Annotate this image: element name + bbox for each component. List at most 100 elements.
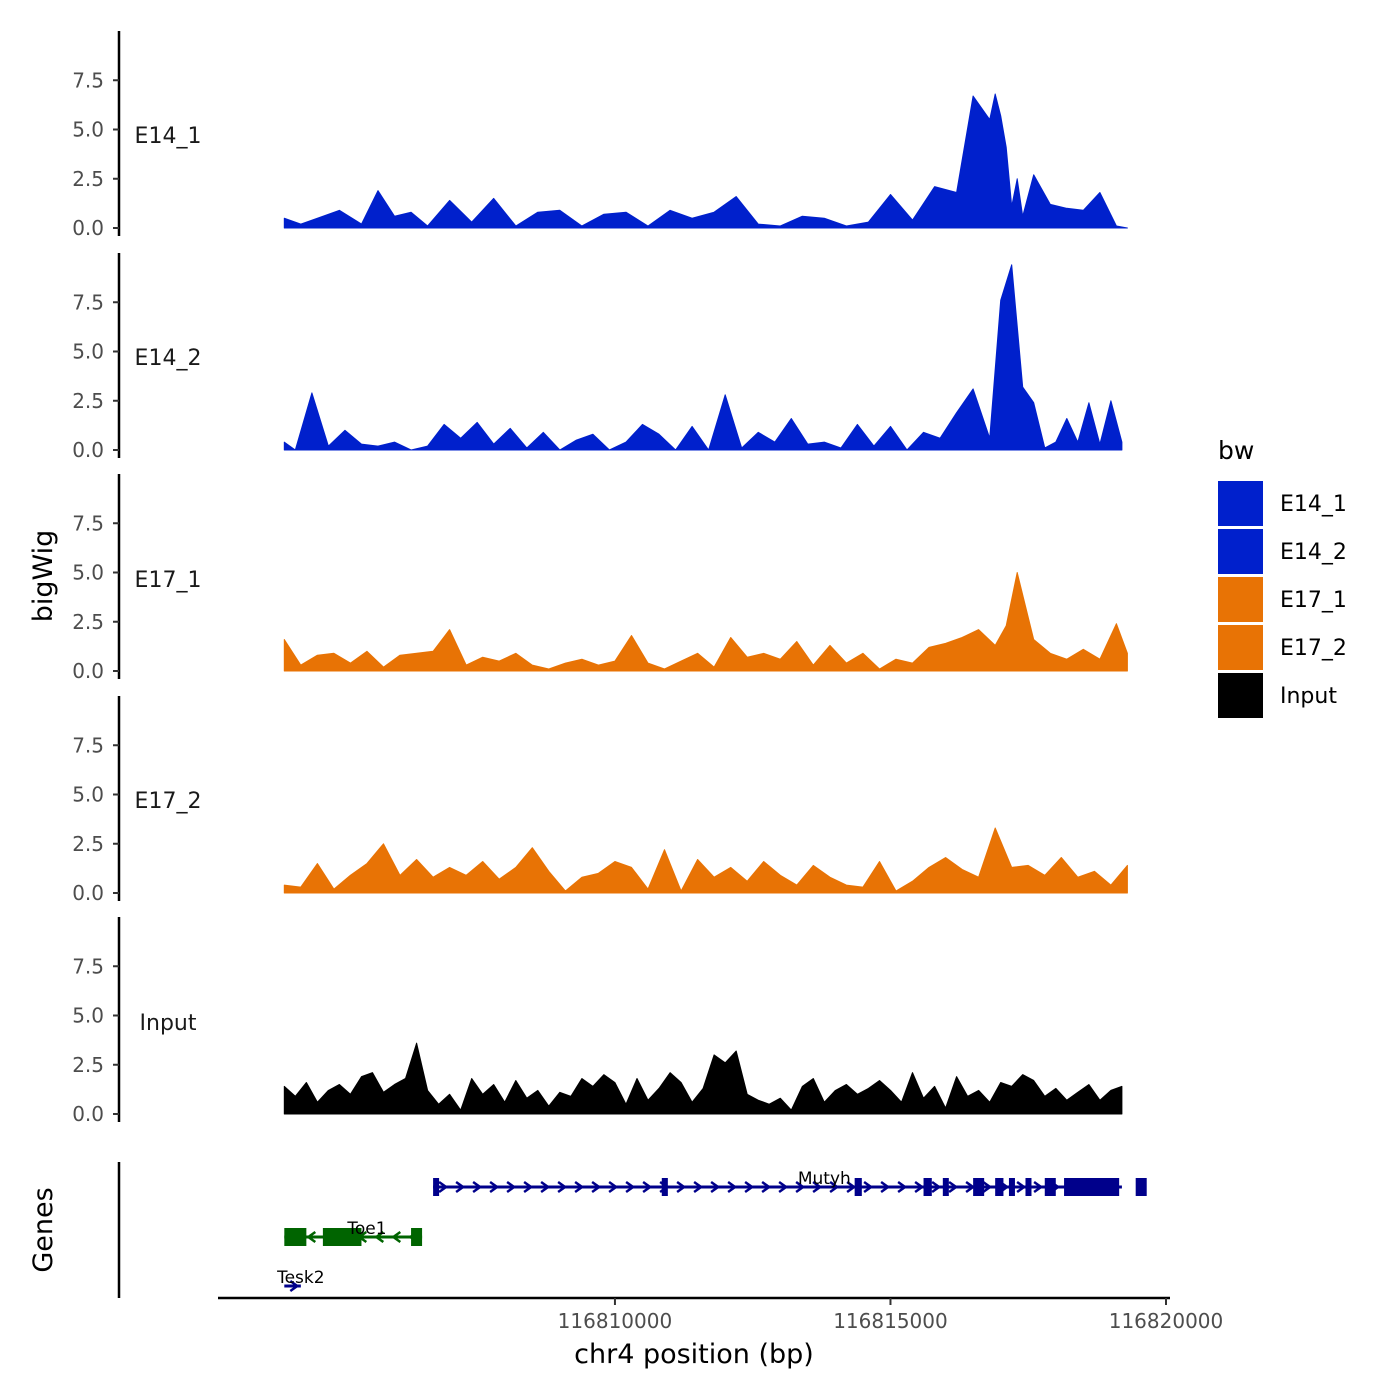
strand-chevron — [710, 1180, 721, 1194]
track-label: E14_1 — [135, 124, 202, 149]
gene-label: Tesk2 — [276, 1268, 324, 1288]
strand-chevron — [727, 1180, 738, 1194]
track-label: E17_2 — [135, 789, 202, 814]
y-tick-label: 2.5 — [72, 167, 104, 191]
gene-exon — [923, 1178, 932, 1196]
y-tick-label: 5.0 — [72, 340, 104, 364]
strand-chevron — [880, 1180, 891, 1194]
gene-exon — [854, 1178, 862, 1196]
legend-swatch — [1218, 673, 1263, 718]
genes-axis-title: Genes — [28, 1187, 59, 1272]
strand-chevron — [438, 1180, 449, 1194]
x-axis: 116810000 116815000 116820000 — [218, 1296, 1224, 1333]
y-tick-label: 7.5 — [72, 954, 104, 978]
gene-exon — [1008, 1178, 1015, 1196]
y-tick-label: 0.0 — [72, 1102, 104, 1126]
track-label: E14_2 — [135, 346, 202, 371]
strand-chevron — [897, 1180, 908, 1194]
y-tick-label: 7.5 — [72, 733, 104, 757]
track-label: E17_1 — [135, 568, 202, 593]
x-tick-label: 116815000 — [833, 1309, 948, 1333]
gene-exon — [1044, 1178, 1056, 1196]
legend-label: E17_1 — [1280, 588, 1347, 613]
strand-chevron — [1016, 1180, 1027, 1194]
genes-panel: Mutyh Toe1 Tesk2 — [117, 1162, 1147, 1298]
x-tick-label: 116820000 — [1109, 1309, 1224, 1333]
gene-exon — [1025, 1178, 1032, 1196]
strand-chevron — [642, 1180, 653, 1194]
y-tick-label: 5.0 — [72, 1004, 104, 1028]
gene-exon — [411, 1228, 423, 1246]
y-tick-label: 5.0 — [72, 561, 104, 585]
strand-chevron — [574, 1180, 585, 1194]
legend-label: E14_1 — [1280, 492, 1347, 517]
strand-chevron — [374, 1230, 385, 1244]
strand-chevron — [540, 1180, 551, 1194]
legend-swatch — [1218, 529, 1263, 574]
strand-chevron — [863, 1180, 874, 1194]
bigwig-tracks: 0.0 2.5 5.0 7.5 E14_1 0.0 2.5 5.0 7.5 E14_2 0.0 2.5… — [72, 31, 1128, 1126]
track-E17_2: 0.0 2.5 5.0 7.5 E17_2 — [72, 696, 1128, 905]
strand-chevron — [778, 1180, 789, 1194]
strand-chevron — [693, 1180, 704, 1194]
gene-Mutyh: Mutyh — [433, 1169, 1147, 1196]
gene-exon — [942, 1178, 949, 1196]
legend: bw E14_1 E14_2 E17_1 E17_2 Input — [1218, 436, 1347, 718]
gene-label: Mutyh — [798, 1169, 851, 1189]
strand-chevron — [591, 1180, 602, 1194]
strand-chevron — [761, 1180, 772, 1194]
gene-exon — [995, 1178, 1004, 1196]
gene-Toe1: Toe1 — [284, 1219, 423, 1246]
strand-chevron — [812, 1180, 823, 1194]
legend-swatch — [1218, 625, 1263, 670]
strand-chevron — [455, 1180, 466, 1194]
gene-exon — [1135, 1178, 1147, 1196]
strand-chevron — [289, 1279, 300, 1293]
strand-chevron — [489, 1180, 500, 1194]
strand-chevron — [1033, 1180, 1044, 1194]
strand-chevron — [472, 1180, 483, 1194]
strand-chevron — [608, 1180, 619, 1194]
strand-chevron — [982, 1180, 993, 1194]
gene-label: Toe1 — [346, 1219, 386, 1239]
strand-chevron — [744, 1180, 755, 1194]
y-tick-label: 7.5 — [72, 68, 104, 92]
legend-label: E17_2 — [1280, 636, 1347, 661]
strand-chevron — [948, 1180, 959, 1194]
legend-label: Input — [1280, 684, 1337, 709]
strand-chevron — [306, 1230, 317, 1244]
x-tick-label: 116810000 — [558, 1309, 673, 1333]
y-tick-label: 5.0 — [72, 783, 104, 807]
gene-exon — [1064, 1178, 1120, 1196]
strand-chevron — [506, 1180, 517, 1194]
gene-Tesk2: Tesk2 — [276, 1268, 325, 1293]
legend-label: E14_2 — [1280, 540, 1347, 565]
gene-exon — [284, 1228, 307, 1246]
signal-area — [283, 827, 1128, 894]
strand-chevron — [625, 1180, 636, 1194]
signal-area — [283, 1042, 1123, 1115]
gene-exon — [973, 1178, 985, 1196]
track-label: Input — [140, 1011, 197, 1036]
track-E14_1: 0.0 2.5 5.0 7.5 E14_1 — [72, 31, 1128, 240]
y-tick-label: 7.5 — [72, 290, 104, 314]
strand-chevron — [676, 1180, 687, 1194]
y-tick-label: 2.5 — [72, 832, 104, 856]
strand-chevron — [795, 1180, 806, 1194]
track-E17_1: 0.0 2.5 5.0 7.5 E17_1 — [72, 474, 1128, 683]
strand-chevron — [846, 1180, 857, 1194]
gene-exon — [322, 1228, 362, 1246]
y-tick-label: 0.0 — [72, 659, 104, 683]
y-tick-label: 2.5 — [72, 610, 104, 634]
signal-area — [283, 264, 1123, 451]
strand-chevron — [391, 1230, 402, 1244]
y-tick-label: 2.5 — [72, 389, 104, 413]
track-E14_2: 0.0 2.5 5.0 7.5 E14_2 — [72, 253, 1123, 462]
strand-chevron — [829, 1180, 840, 1194]
y-tick-label: 0.0 — [72, 216, 104, 240]
legend-swatch — [1218, 481, 1263, 526]
y-axis-title: bigWig — [28, 530, 59, 623]
legend-title: bw — [1218, 436, 1254, 465]
